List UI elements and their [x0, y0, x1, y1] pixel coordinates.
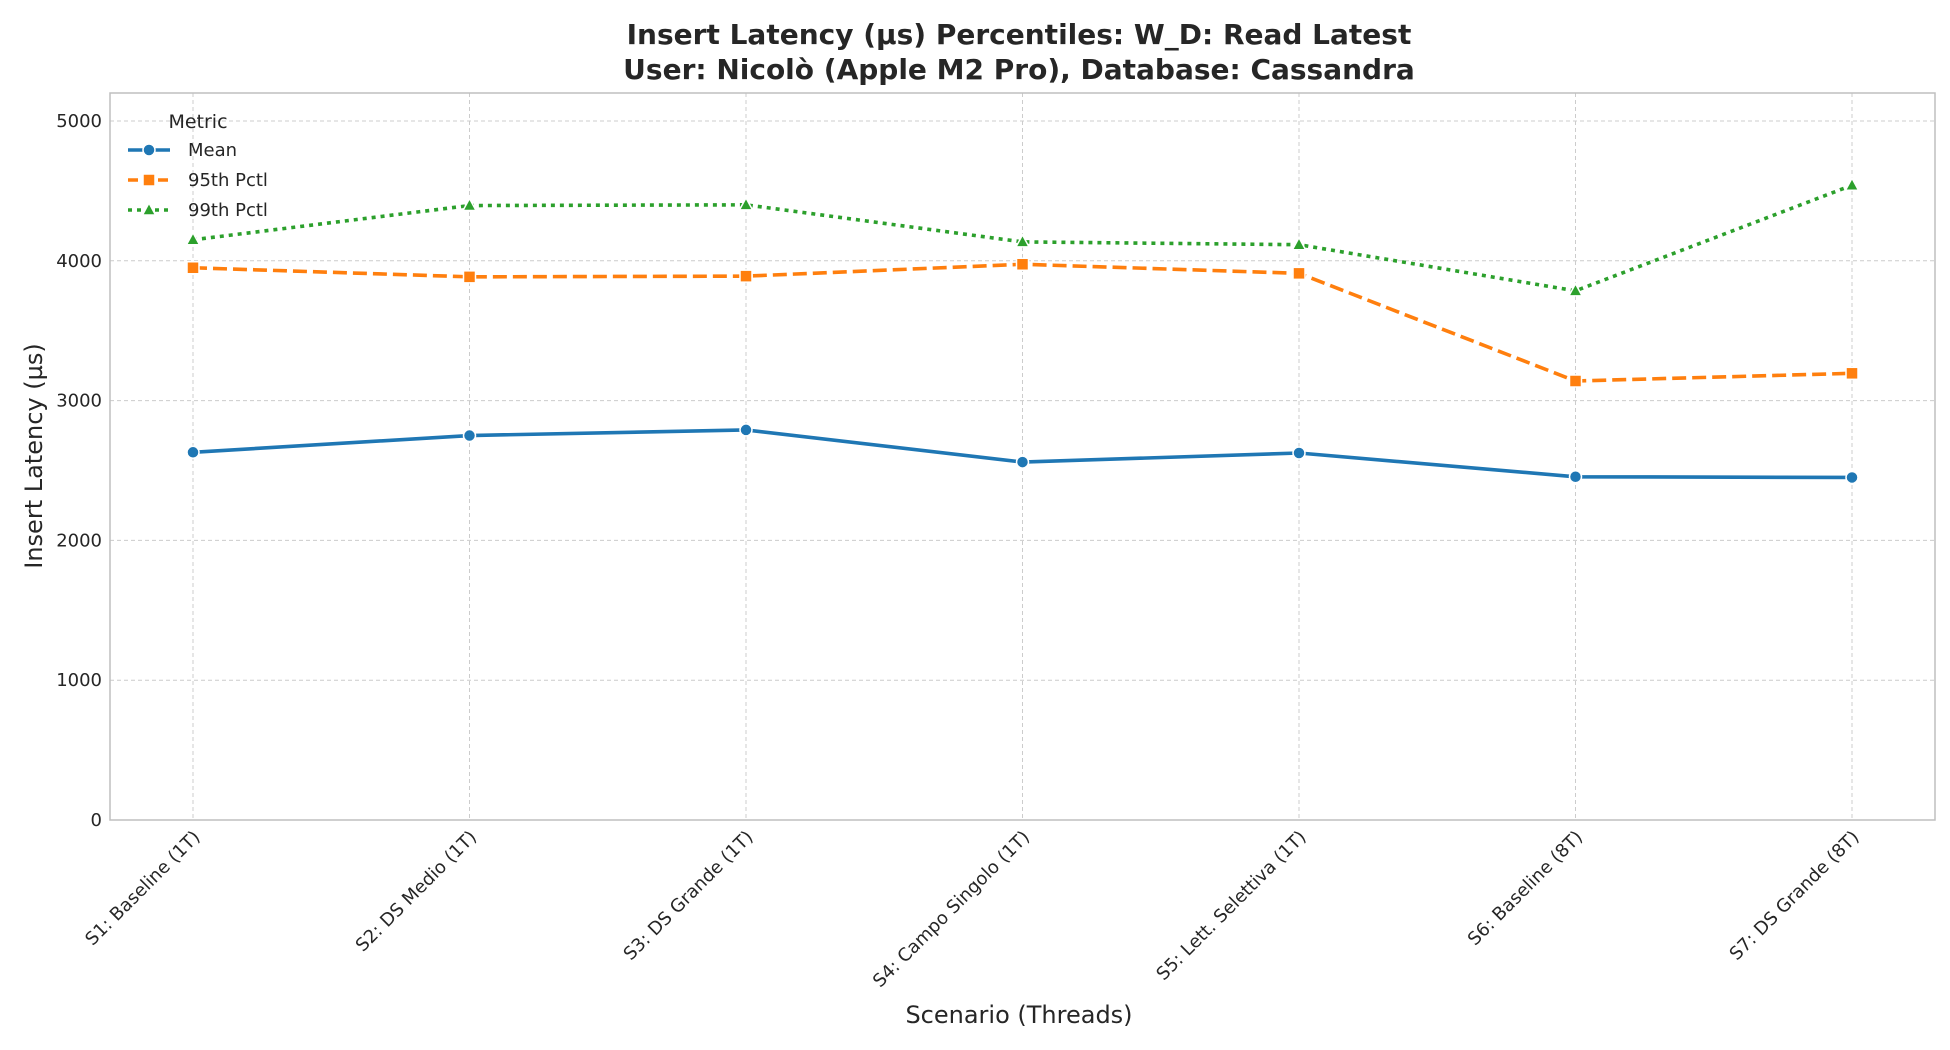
legend-entry-label: 95th Pctl — [188, 170, 268, 191]
data-point — [1292, 446, 1306, 460]
data-point — [1568, 470, 1583, 484]
plot-frame — [109, 92, 1936, 821]
data-point — [739, 423, 753, 437]
series-line — [192, 262, 1853, 383]
series — [185, 176, 1860, 485]
y-tick-label: 1000 — [56, 670, 102, 691]
x-tick-label: S1: Baseline (1T) — [81, 827, 204, 950]
chart-title: Insert Latency (µs) Percentiles: W_D: Re… — [627, 18, 1412, 51]
x-tick-label: S7: DS Grande (8T) — [1726, 827, 1864, 965]
data-point — [1844, 176, 1860, 192]
x-tick-label: S2: DS Medio (1T) — [352, 827, 481, 956]
y-axis-label: Insert Latency (µs) — [20, 343, 48, 568]
x-tick-label: S6: Baseline (8T) — [1464, 827, 1587, 950]
x-axis-label: Scenario (Threads) — [905, 1001, 1132, 1029]
x-tick-label: S4: Campo Singolo (1T) — [869, 827, 1034, 992]
chart-subtitle: User: Nicolò (Apple M2 Pro), Database: C… — [623, 53, 1415, 86]
x-tick-label: S5: Lett. Selettiva (1T) — [1152, 827, 1310, 985]
x-tick-label: S3: DS Grande (1T) — [620, 827, 758, 965]
data-point — [462, 270, 477, 284]
data-point — [1845, 470, 1859, 485]
data-point — [1567, 282, 1584, 297]
data-point — [462, 428, 477, 443]
y-tick-label: 4000 — [56, 251, 102, 272]
x-axis-ticks: S1: Baseline (1T) S2: DS Medio (1T) S3: DS… — [81, 827, 1863, 992]
y-tick-label: 2000 — [56, 530, 102, 551]
legend: Metric Mean 95th Pctl 99th Pctl — [128, 111, 268, 221]
data-point — [186, 445, 200, 460]
data-point — [1292, 266, 1306, 281]
data-point — [1291, 236, 1307, 251]
series-99th-pctl — [185, 176, 1860, 297]
legend-swatch-marker — [142, 143, 156, 157]
y-axis-ticks: 0 1000 2000 3000 4000 5000 — [56, 111, 102, 831]
data-point — [461, 196, 478, 212]
legend-entry-label: Mean — [188, 140, 237, 161]
data-point — [1568, 374, 1583, 388]
data-point — [1015, 257, 1030, 272]
series-mean — [186, 423, 1859, 485]
data-point — [185, 231, 201, 246]
legend-swatch-marker — [142, 173, 156, 187]
legend-entry-label: 99th Pctl — [188, 200, 268, 221]
y-tick-label: 0 — [91, 810, 102, 831]
y-tick-label: 5000 — [56, 111, 102, 132]
legend-title: Metric — [168, 111, 227, 133]
data-point — [738, 196, 754, 211]
y-tick-label: 3000 — [56, 391, 102, 412]
data-point — [186, 261, 200, 275]
series-95th-pctl — [186, 257, 1859, 388]
data-point — [1014, 233, 1031, 248]
data-point — [1015, 455, 1030, 469]
legend-swatch-marker — [141, 201, 157, 216]
data-point — [1845, 366, 1859, 381]
data-point — [739, 269, 753, 283]
